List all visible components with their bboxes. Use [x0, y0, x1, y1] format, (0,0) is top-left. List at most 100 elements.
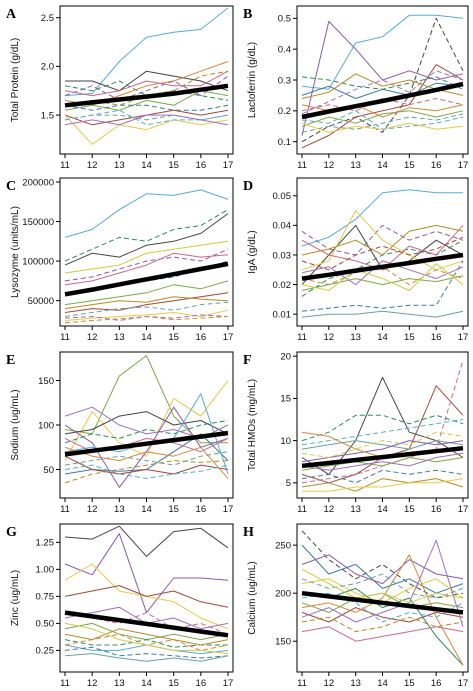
panel-d-xtick-label: 12: [324, 332, 335, 343]
panel-f-trend-line: [301, 445, 464, 469]
panel-g: 11 12 13 14 15 16 17 0.25 0.50 0.75 1.00 1.25 Zinc (…: [6, 523, 234, 689]
panel-b-y-axis-label: Lactoferrin (g/dL): [247, 42, 258, 118]
panel-g-series-line-1: [64, 525, 229, 557]
panel-d-trend-line: [301, 252, 464, 281]
panel-f-series-line-10: [301, 478, 464, 492]
panel-a-xtick-label: 14: [141, 160, 152, 171]
panel-g-series-group: [64, 525, 229, 662]
panel-b-ytick-label: 0.3: [278, 75, 291, 86]
panel-g-xtick-label: 14: [141, 678, 152, 689]
panel-g-series-line-8: [64, 644, 229, 655]
panel-b-ytick-label: 0.2: [278, 106, 291, 117]
panel-a-ytick-label: 2.0: [41, 62, 54, 73]
panel-a-frame: [59, 5, 234, 155]
panel-b-xtick-label: 13: [350, 160, 361, 171]
panel-b-series-line-3: [301, 17, 464, 143]
panel-a-series-line-10: [64, 70, 229, 97]
panel-b-letter: B: [243, 7, 252, 22]
panel-b-series-line-13: [301, 110, 464, 130]
panel-e-series-line-14: [64, 464, 229, 479]
panel-g-y-axis-label: Zinc (ug/mL): [10, 570, 21, 626]
panel-g-series-line-7: [64, 639, 228, 648]
panel-d-series-line-11: [301, 224, 464, 256]
panel-h-xtick-label: 14: [377, 678, 388, 689]
panel-a-trend-line: [64, 83, 229, 108]
panel-e-series-line-7: [64, 420, 229, 444]
panel-e-ytick-label: 150: [38, 376, 54, 387]
panel-g-series-line-9: [64, 646, 229, 659]
panel-c-xtick-label: 17: [223, 332, 234, 343]
panel-c-letter: C: [6, 179, 16, 194]
panel-c-xtick-label: 12: [87, 332, 98, 343]
panel-d: 11 12 13 14 15 16 17 0.01 0.02 0.03 0.04 0.05 IgA (g…: [243, 177, 469, 343]
panel-d-ytick-label: 0.02: [273, 280, 292, 291]
panel-a-series-line-5: [64, 75, 229, 101]
panel-a-series-line-11: [64, 114, 229, 145]
panel-b-series-line-1: [301, 14, 464, 90]
panel-d-ytick-label: 0.03: [273, 250, 292, 261]
panel-f-series-line-12: [301, 452, 464, 471]
panel-f-ytick-label: 10: [280, 436, 291, 447]
panel-g-ytick-label: 0.25: [36, 646, 55, 657]
panel-d-ytick-label: 0.01: [273, 309, 292, 320]
panel-e-letter: E: [6, 353, 15, 368]
panel-e-series-group: [64, 355, 229, 488]
panel-f-ytick-label: 20: [280, 352, 291, 363]
panel-g-xtick-label: 11: [60, 678, 70, 689]
panel-f-ytick-label: 15: [280, 394, 291, 405]
panel-c-y-axis-label: Lysozyme (units/mL): [10, 206, 21, 298]
panel-c-ytick-label: 200000: [22, 177, 54, 188]
panel-c-series-line-3: [64, 213, 229, 266]
panel-h: 11 12 13 14 15 16 17 150 200 250 Calcium (ug/mL) H: [243, 523, 469, 689]
panel-c-series-line-10: [64, 309, 229, 321]
panel-f-series-line-5: [301, 419, 464, 446]
panel-d-series-line-13: [301, 260, 464, 286]
panel-b-ytick-label: 0.4: [278, 44, 291, 55]
panel-a-xtick-label: 11: [60, 160, 70, 171]
panel-a-series-line-12: [64, 109, 229, 126]
panel-e: 11 12 13 14 15 16 17 50 100 150 Sodium (ug/mL) E: [6, 351, 234, 515]
panel-b-xtick-label: 11: [297, 160, 307, 171]
panel-h-series-line-12: [301, 539, 464, 627]
panel-b-xtick-label: 17: [458, 160, 469, 171]
panel-g-ytick-label: 1.25: [36, 538, 55, 549]
panel-h-series-line-14: [301, 568, 464, 604]
panel-a-xtick-label: 13: [114, 160, 125, 171]
panel-a-series-line-2: [65, 70, 229, 92]
panel-e-trend-line: [64, 430, 229, 457]
panel-f-series-line-9: [301, 469, 464, 484]
panel-h-series-line-6: [301, 607, 464, 623]
panel-h-series-line-13: [301, 592, 464, 623]
panel-g-series-line-14: [64, 622, 229, 655]
panel-e-xtick-label: 15: [168, 504, 179, 515]
panel-e-series-line-8: [64, 451, 229, 466]
panel-h-series-line-7: [301, 616, 464, 633]
panel-e-ytick-label: 50: [43, 465, 54, 476]
panel-a-series-line-7: [64, 104, 229, 111]
panel-d-ytick-label: 0.05: [273, 191, 292, 202]
panel-h-ytick-label: 200: [275, 588, 291, 599]
panel-f-series-group: [301, 360, 464, 492]
panel-a-series-line-3: [64, 80, 229, 101]
panel-g-series-line-2: [64, 533, 229, 614]
panel-b-series-group: [301, 14, 464, 149]
panel-a-series-group: [64, 7, 229, 145]
panel-e-series-line-13: [64, 446, 229, 479]
panel-e-ytick-label: 100: [38, 420, 54, 431]
panel-e-series-line-11: [64, 460, 229, 484]
panel-e-xtick-label: 13: [114, 504, 125, 515]
panel-a-xtick-label: 12: [87, 160, 98, 171]
panel-c-series-line-9: [64, 301, 229, 317]
panel-c-series-group: [64, 189, 229, 324]
panel-f-series-line-8: [301, 457, 464, 471]
panel-c-series-line-7: [64, 280, 229, 306]
panel-d-y-axis-label: IgA (g/dL): [247, 230, 258, 273]
panel-c-series-line-4: [64, 248, 229, 282]
panel-c-xtick-label: 15: [168, 332, 179, 343]
panel-c-ytick-label: 50000: [28, 296, 54, 307]
panel-f-xtick-label: 15: [404, 504, 415, 515]
panel-e-series-line-10: [64, 455, 229, 475]
panel-f: 11 12 13 14 15 16 17 5 10 15 20 Total HMOs (mg/mL) F: [243, 351, 469, 515]
panel-g-xtick-label: 12: [87, 678, 98, 689]
